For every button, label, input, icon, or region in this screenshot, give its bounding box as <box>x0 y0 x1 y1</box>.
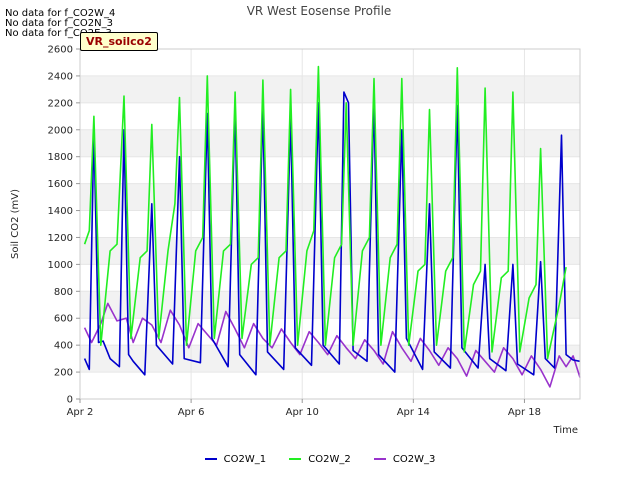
legend-item-co2w-2: CO2W_2 <box>289 453 351 465</box>
x-axis-label: Time <box>553 425 578 436</box>
no-data-notice-1: No data for f_CO2W_4 <box>5 8 116 19</box>
plot-frame <box>79 48 581 400</box>
y-tick-label: 1200 <box>48 233 73 244</box>
legend-label-co2w-1: CO2W_1 <box>223 453 267 465</box>
y-tick-label: 200 <box>54 368 73 379</box>
legend-label-co2w-2: CO2W_2 <box>308 453 351 465</box>
legend-swatch-co2w-3 <box>373 458 386 460</box>
x-tick-label: Apr 10 <box>286 407 319 418</box>
x-axis-ticks: Apr 2 Apr 6 Apr 10 Apr 14 Apr 18 <box>67 399 541 418</box>
background-band <box>80 129 580 157</box>
x-tick-label: Apr 2 <box>67 407 94 418</box>
series-line-co2w-2 <box>83 65 567 360</box>
y-tick-label: 2000 <box>48 125 73 136</box>
x-tick-label: Apr 18 <box>508 407 541 418</box>
site-tag: VR_soilco2 <box>80 32 158 51</box>
y-axis-label: Soil CO2 (mV) <box>10 189 21 259</box>
x-tick-label: Apr 14 <box>397 407 430 418</box>
y-tick-label: 2400 <box>48 71 73 82</box>
y-tick-label: 2600 <box>48 45 73 56</box>
y-tick-label: 1800 <box>48 152 73 163</box>
legend: CO2W_1 CO2W_2 CO2W_3 <box>0 452 640 465</box>
y-tick-label: 1400 <box>48 206 73 217</box>
legend-swatch-co2w-1 <box>204 458 217 460</box>
y-tick-label: 600 <box>54 314 73 325</box>
legend-item-co2w-3: CO2W_3 <box>373 453 436 465</box>
legend-swatch-co2w-2 <box>289 458 302 460</box>
background-band <box>80 237 580 265</box>
y-tick-label: 1600 <box>48 179 73 190</box>
y-tick-label: 400 <box>54 341 73 352</box>
y-axis-ticks: 0 200 400 600 800 1000 1200 1400 1600 1800 2000 220… <box>48 45 80 406</box>
legend-item-co2w-1: CO2W_1 <box>204 453 267 465</box>
legend-label-co2w-3: CO2W_3 <box>392 453 436 465</box>
y-tick-label: 1000 <box>48 260 73 271</box>
y-tick-label: 2200 <box>48 98 73 109</box>
no-data-notice-2: No data for f_CO2N_3 <box>5 18 113 29</box>
no-data-notice-3: No data for f_CO2E_3 <box>5 28 112 39</box>
y-tick-label: 0 <box>67 395 73 406</box>
background-band <box>80 183 580 211</box>
series-line-co2w-3 <box>83 302 581 388</box>
chart-title: VR West Eosense Profile <box>247 4 392 18</box>
x-tick-label: Apr 6 <box>178 407 205 418</box>
background-band <box>80 75 580 103</box>
y-tick-label: 800 <box>54 287 73 298</box>
series-line-co2w-1 <box>83 91 581 376</box>
series-lines <box>83 65 581 388</box>
